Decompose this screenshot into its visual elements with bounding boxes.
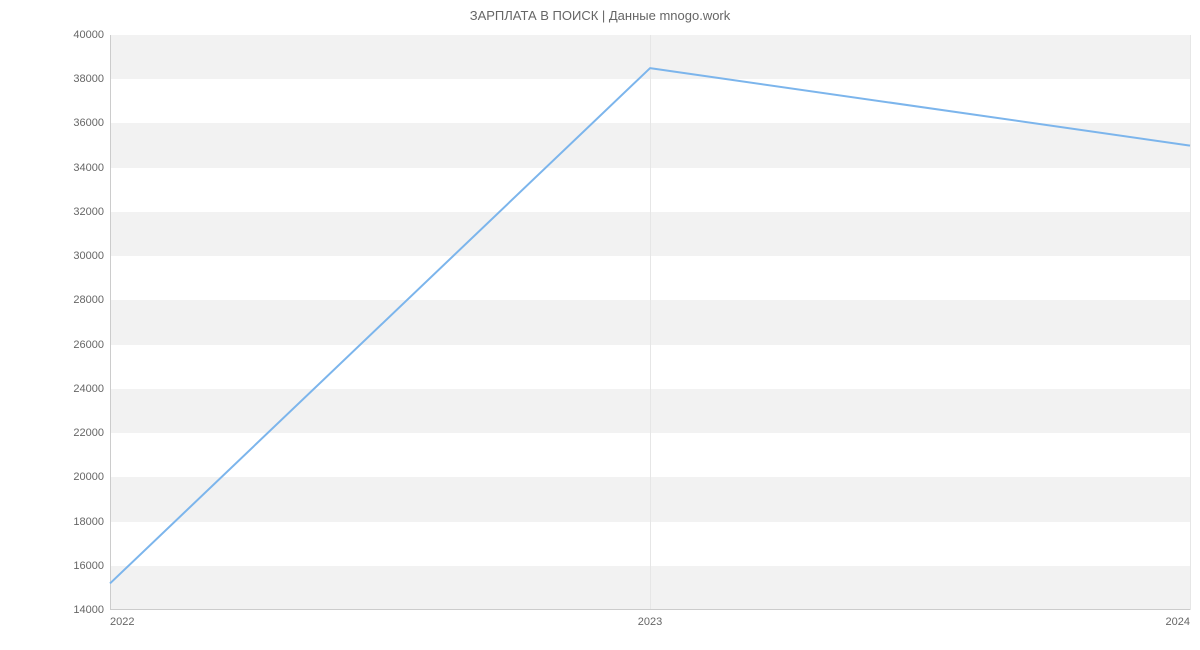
y-tick-label: 20000 [73, 471, 110, 483]
chart-title: ЗАРПЛАТА В ПОИСК | Данные mnogo.work [0, 8, 1200, 23]
y-tick-label: 34000 [73, 162, 110, 174]
y-tick-label: 22000 [73, 427, 110, 439]
series-salary [110, 68, 1190, 583]
x-tick-label: 2022 [110, 610, 134, 628]
x-tick-label: 2024 [1166, 610, 1190, 628]
y-tick-label: 18000 [73, 516, 110, 528]
y-tick-label: 32000 [73, 206, 110, 218]
y-tick-label: 36000 [73, 117, 110, 129]
y-tick-label: 38000 [73, 73, 110, 85]
y-tick-label: 30000 [73, 250, 110, 262]
y-tick-label: 14000 [73, 604, 110, 616]
x-tick-label: 2023 [638, 610, 662, 628]
line-series [110, 35, 1190, 610]
plot-area: 1400016000180002000022000240002600028000… [110, 35, 1190, 610]
y-tick-label: 28000 [73, 294, 110, 306]
x-gridline [1190, 35, 1191, 610]
y-tick-label: 16000 [73, 560, 110, 572]
y-tick-label: 40000 [73, 29, 110, 41]
y-tick-label: 24000 [73, 383, 110, 395]
y-tick-label: 26000 [73, 339, 110, 351]
salary-line-chart: ЗАРПЛАТА В ПОИСК | Данные mnogo.work 140… [0, 0, 1200, 650]
